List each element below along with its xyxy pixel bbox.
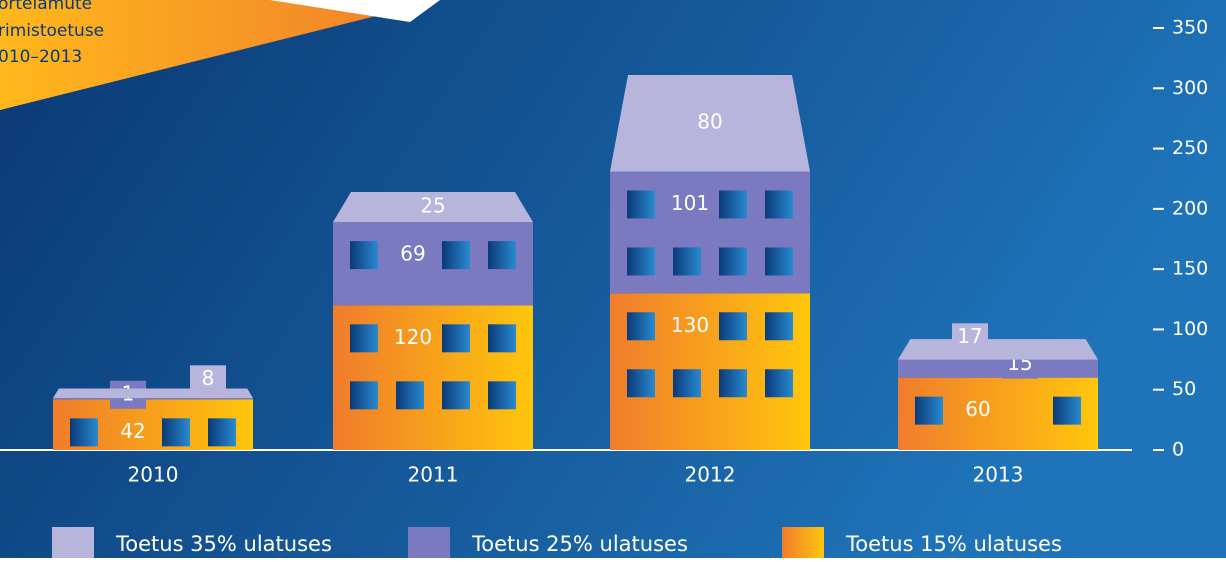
window bbox=[719, 312, 747, 341]
window bbox=[442, 381, 470, 410]
window bbox=[627, 312, 655, 341]
legend-label: Toetus 15% ulatuses bbox=[845, 532, 1062, 556]
window bbox=[442, 241, 470, 270]
value-label: 69 bbox=[400, 242, 425, 266]
window bbox=[488, 324, 516, 353]
window bbox=[673, 247, 701, 276]
roof-segment bbox=[333, 191, 533, 223]
title-line: 010–2013 bbox=[0, 47, 82, 67]
roof-segment bbox=[610, 75, 810, 172]
y-tick-label: 250 bbox=[1172, 137, 1208, 159]
window bbox=[765, 190, 793, 219]
window bbox=[627, 247, 655, 276]
title-banner bbox=[0, 0, 440, 110]
label-box bbox=[190, 365, 226, 394]
window bbox=[765, 312, 793, 341]
window bbox=[350, 241, 378, 270]
y-tick-label: 300 bbox=[1172, 77, 1208, 99]
window bbox=[350, 324, 378, 353]
window bbox=[765, 247, 793, 276]
legend-swatch bbox=[408, 527, 450, 558]
value-label: 60 bbox=[965, 397, 990, 421]
value-label: 42 bbox=[120, 419, 145, 443]
title-line: rimistoetuse bbox=[0, 21, 104, 41]
x-tick-label: 2013 bbox=[973, 463, 1024, 487]
legend-swatch bbox=[782, 527, 824, 558]
window bbox=[350, 381, 378, 410]
window bbox=[488, 381, 516, 410]
window bbox=[396, 381, 424, 410]
legend-label: Toetus 25% ulatuses bbox=[471, 532, 688, 556]
window bbox=[162, 418, 190, 447]
y-tick-label: 0 bbox=[1172, 439, 1184, 461]
legend-swatch bbox=[52, 527, 94, 558]
y-tick-label: 200 bbox=[1172, 197, 1208, 219]
window bbox=[488, 241, 516, 270]
value-label: 101 bbox=[671, 191, 709, 215]
window bbox=[70, 418, 98, 447]
bar-segment bbox=[53, 398, 253, 400]
window bbox=[208, 418, 236, 447]
label-box bbox=[952, 323, 988, 352]
window bbox=[1053, 396, 1081, 425]
value-label: 8 bbox=[202, 366, 215, 390]
value-label: 25 bbox=[420, 194, 445, 218]
window bbox=[765, 369, 793, 398]
value-label: 120 bbox=[394, 325, 432, 349]
y-tick-label: 50 bbox=[1172, 378, 1196, 400]
x-tick-label: 2010 bbox=[128, 463, 179, 487]
x-tick-label: 2012 bbox=[685, 463, 736, 487]
window bbox=[719, 369, 747, 398]
y-tick-label: 350 bbox=[1172, 17, 1208, 39]
legend-label: Toetus 35% ulatuses bbox=[115, 532, 332, 556]
x-tick-label: 2011 bbox=[408, 463, 459, 487]
y-tick-label: 150 bbox=[1172, 258, 1208, 280]
window bbox=[673, 369, 701, 398]
window bbox=[627, 369, 655, 398]
title-line: ortelamute bbox=[0, 0, 92, 14]
value-label: 17 bbox=[957, 324, 982, 348]
value-label: 80 bbox=[697, 110, 722, 134]
window bbox=[719, 247, 747, 276]
y-tick-label: 100 bbox=[1172, 318, 1208, 340]
banner-highlight bbox=[270, 0, 440, 22]
value-label: 130 bbox=[671, 313, 709, 337]
bar-segment bbox=[898, 359, 1098, 378]
window bbox=[915, 396, 943, 425]
window bbox=[442, 324, 470, 353]
roof-segment bbox=[898, 339, 1098, 360]
window bbox=[627, 190, 655, 219]
window bbox=[719, 190, 747, 219]
